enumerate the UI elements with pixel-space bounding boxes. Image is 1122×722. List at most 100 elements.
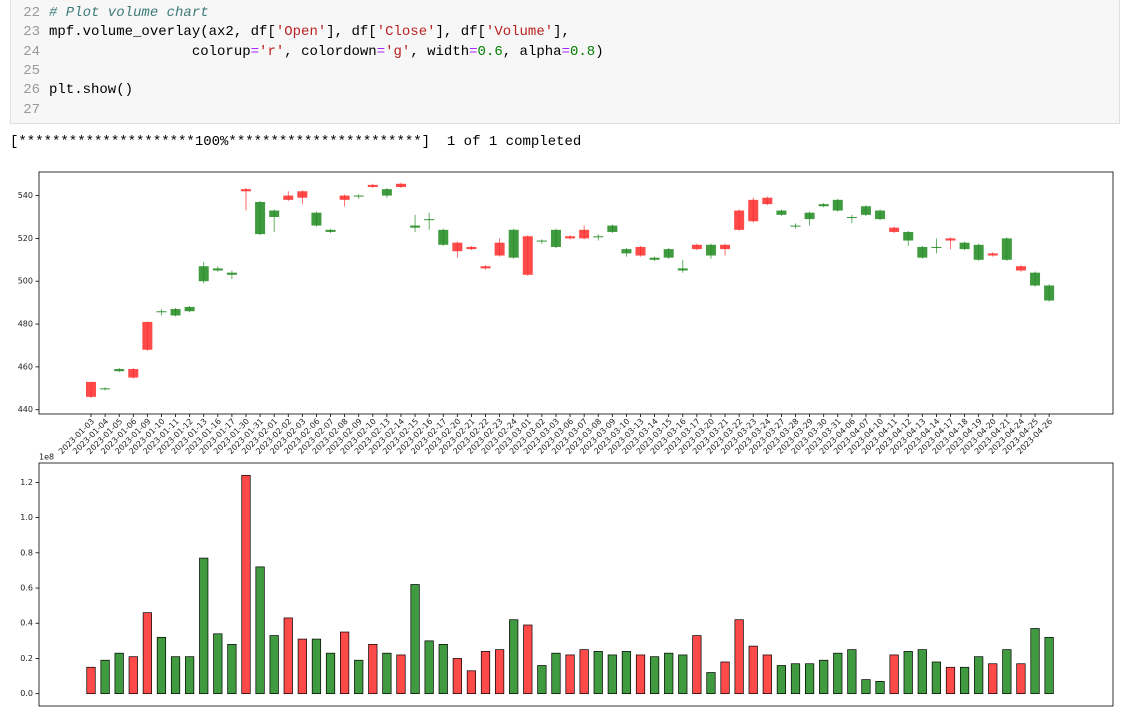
candle-body — [593, 236, 604, 238]
volume-bar — [452, 658, 462, 695]
volume-bar — [382, 652, 392, 695]
volume-bar — [368, 644, 378, 695]
candle-body — [311, 212, 322, 226]
volume-bar — [100, 659, 110, 695]
candle-body — [1030, 272, 1041, 286]
candle-body — [663, 249, 674, 258]
code-token: mpf.volume_overlay(ax2, df[ — [49, 24, 276, 41]
volume-bar — [931, 661, 942, 695]
volume-bar — [692, 635, 702, 695]
volume-bar — [551, 652, 561, 695]
y-tick-label: 0.0 — [20, 689, 33, 698]
code-token: = — [376, 43, 386, 60]
volume-bar — [311, 638, 322, 695]
y-tick-label: 440 — [18, 405, 33, 414]
candle-body — [283, 195, 294, 200]
candle-body — [240, 189, 251, 192]
volume-bar — [424, 640, 434, 695]
code-token: ], df[ — [435, 24, 486, 41]
candle-body — [86, 381, 96, 397]
volume-bar — [974, 656, 984, 695]
candle-body — [212, 268, 223, 271]
volume-bar — [706, 672, 716, 695]
volume-bar — [861, 679, 871, 695]
volume-bar — [819, 659, 829, 695]
code-token: , colordown — [284, 43, 377, 60]
candle-body — [832, 199, 843, 211]
cell-output: [*********************100%**************… — [10, 134, 582, 150]
code-token: , alpha — [502, 43, 562, 60]
volume-bar — [762, 654, 772, 695]
volume-bar — [734, 619, 744, 695]
volume-bar — [959, 666, 970, 695]
volume-bar — [128, 656, 138, 695]
candle-body — [607, 225, 618, 232]
y-tick-label: 1.2 — [20, 478, 33, 487]
candle-body — [804, 212, 815, 220]
candle-body — [621, 249, 632, 254]
candle-body — [889, 227, 900, 232]
candle-body — [353, 195, 364, 197]
code-token: 'g' — [385, 43, 411, 60]
code-token: colorup — [49, 43, 251, 60]
candle-body — [114, 369, 125, 372]
candle-body — [367, 184, 378, 187]
candle-body — [395, 183, 406, 187]
candle-body — [579, 229, 590, 239]
candle-body — [818, 204, 829, 207]
volume-bar — [199, 557, 209, 695]
candle-body — [466, 246, 477, 250]
volume-bar — [790, 663, 801, 695]
candle-body — [875, 210, 886, 220]
candle-body — [156, 311, 167, 313]
candle-body — [410, 225, 421, 228]
y-tick-label: 520 — [18, 234, 33, 243]
code-token: ], df[ — [326, 24, 377, 41]
volume-bar — [664, 652, 674, 695]
volume-bar — [227, 644, 237, 695]
volume-bar — [1002, 649, 1012, 695]
candle-body — [635, 246, 646, 256]
code-token: = — [250, 43, 260, 60]
volume-bar — [283, 617, 293, 695]
candle-body — [424, 219, 435, 221]
volume-bar — [142, 612, 152, 695]
y-tick-label: 0.8 — [20, 548, 33, 557]
code-cell[interactable]: 22 # Plot volume chart 23 mpf.volume_overla… — [10, 0, 1120, 124]
candle-body — [184, 306, 195, 312]
candle-body — [1044, 285, 1055, 301]
plot-area — [38, 171, 1114, 415]
volume-bar — [1030, 628, 1040, 695]
volume-bar — [269, 635, 279, 695]
volume-bar — [466, 670, 477, 695]
candle-body — [973, 244, 984, 260]
candle-body — [691, 244, 702, 250]
volume-bar — [480, 651, 491, 695]
candle-body — [381, 189, 392, 196]
volume-bar — [114, 652, 124, 695]
volume-bar — [988, 663, 998, 695]
candle-body — [734, 210, 745, 230]
volume-bar — [325, 652, 336, 695]
y-tick-label: 480 — [18, 320, 33, 329]
candle-body — [987, 253, 998, 256]
y-tick-label: 540 — [18, 191, 33, 200]
volume-bar — [607, 654, 617, 695]
candle-body — [846, 216, 857, 219]
volume-bar — [86, 666, 96, 695]
code-line: mpf.volume_overlay(ax2, df['Open'], df['… — [49, 23, 570, 42]
volume-bar — [903, 651, 913, 695]
code-token: 'Close' — [376, 24, 436, 41]
y-tick-label: 0.2 — [20, 654, 33, 663]
candle-body — [226, 272, 237, 275]
candle-body — [1015, 266, 1026, 271]
volume-bar — [537, 665, 547, 695]
volume-bar — [875, 680, 885, 695]
candle-body — [255, 201, 266, 235]
y-tick-label: 460 — [18, 362, 33, 371]
code-token: # Plot volume chart — [49, 5, 209, 21]
candle-body — [494, 242, 505, 256]
volume-bar — [170, 656, 181, 695]
candle-body — [325, 229, 336, 232]
